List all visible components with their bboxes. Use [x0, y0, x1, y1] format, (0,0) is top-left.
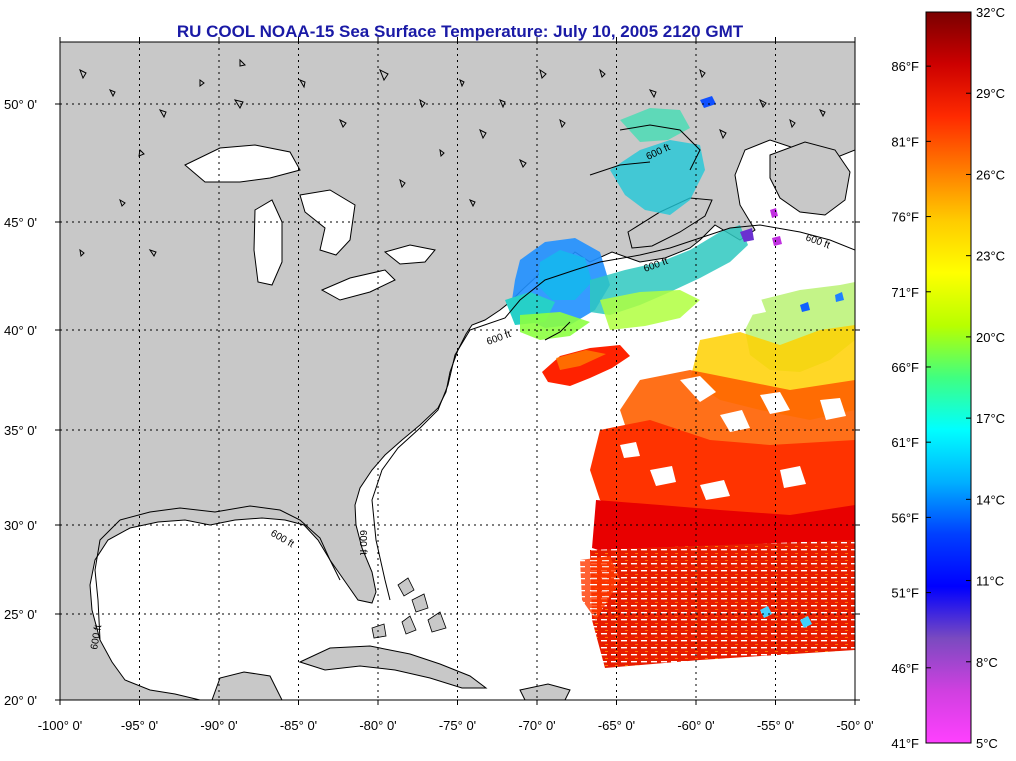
- land-cuba: [298, 645, 488, 689]
- lon-label: -70° 0': [518, 718, 555, 733]
- lon-label: -80° 0': [359, 718, 396, 733]
- colorbar-fahrenheit-label: 66°F: [891, 360, 919, 375]
- latitude-axis: 20° 0' 25° 0' 30° 0' 35° 0' 40° 0' 45° 0' 50° …: [4, 97, 860, 708]
- colorbar-celsius-label: 26°C: [976, 167, 1005, 182]
- colorbar-celsius-label: 17°C: [976, 411, 1005, 426]
- lon-label: -90° 0': [200, 718, 237, 733]
- lat-label: 35° 0': [4, 423, 37, 438]
- lat-label: 25° 0': [4, 607, 37, 622]
- contour-label: 600 ft: [89, 624, 104, 651]
- lon-label: -55° 0': [757, 718, 794, 733]
- sst-warm-eddy-edge: [556, 350, 606, 370]
- bahamas-islands: [371, 577, 447, 639]
- colorbar-fahrenheit-label: 46°F: [891, 661, 919, 676]
- colorbar-fahrenheit-label: 41°F: [891, 736, 919, 751]
- colorbar-celsius-label: 8°C: [976, 655, 998, 670]
- colorbar-celsius-label: 29°C: [976, 86, 1005, 101]
- colorbar-celsius-label: 14°C: [976, 492, 1005, 507]
- colorbar: [925, 11, 972, 744]
- colorbar-celsius-label: 32°C: [976, 5, 1005, 20]
- lon-label: -100° 0': [38, 718, 83, 733]
- sst-offshore-warm: [580, 282, 855, 668]
- colorbar-celsius-label: 11°C: [976, 574, 1004, 589]
- colorbar-fahrenheit-label: 56°F: [891, 510, 919, 525]
- great-lakes: [184, 144, 436, 301]
- colorbar-celsius-label: 5°C: [976, 736, 998, 751]
- map-title: RU COOL NOAA-15 Sea Surface Temperature:…: [176, 22, 744, 41]
- lat-label: 20° 0': [4, 693, 37, 708]
- lon-label: -50° 0': [836, 718, 873, 733]
- grid-lines: [60, 42, 855, 700]
- contour-600ft: [94, 124, 855, 641]
- lon-label: -85° 0': [280, 718, 317, 733]
- inland-lakes: [79, 58, 826, 258]
- land-yucatan: [211, 671, 283, 700]
- lon-label: -65° 0': [598, 718, 635, 733]
- colorbar-fahrenheit-label: 61°F: [891, 435, 919, 450]
- lat-label: 30° 0': [4, 518, 37, 533]
- lon-label: -60° 0': [677, 718, 714, 733]
- lat-label: 45° 0': [4, 215, 37, 230]
- colorbar-fahrenheit-label: 71°F: [891, 285, 919, 300]
- sst-warm-eddy: [542, 345, 630, 386]
- lon-label: -75° 0': [439, 718, 476, 733]
- colorbar-fahrenheit-label: 81°F: [891, 134, 919, 149]
- lon-label: -95° 0': [121, 718, 158, 733]
- land-hispaniola: [519, 683, 571, 700]
- colorbar-fahrenheit-label: 76°F: [891, 210, 919, 225]
- colorbar-celsius-label: 20°C: [976, 330, 1005, 345]
- colorbar-fahrenheit-label: 86°F: [891, 59, 919, 74]
- colorbar-celsius-label: 23°C: [976, 249, 1005, 264]
- colorbar-fahrenheit-label: 51°F: [891, 586, 919, 601]
- longitude-axis: -100° 0' -95° 0' -90° 0' -85° 0' -80° 0' -75°…: [38, 37, 874, 733]
- lat-label: 50° 0': [4, 97, 37, 112]
- sst-cool-water: [505, 96, 782, 340]
- contour-label: 600 ft: [357, 530, 368, 555]
- colorbar-fahrenheit-labels: 86°F 81°F 76°F 71°F 66°F 61°F 56°F 51°F 46°F 41°F: [891, 59, 931, 751]
- colorbar-celsius-labels: 32°C 29°C 26°C 23°C 20°C 17°C 14°C 11°C 8°C 5°C: [966, 5, 1005, 751]
- lat-label: 40° 0': [4, 323, 37, 338]
